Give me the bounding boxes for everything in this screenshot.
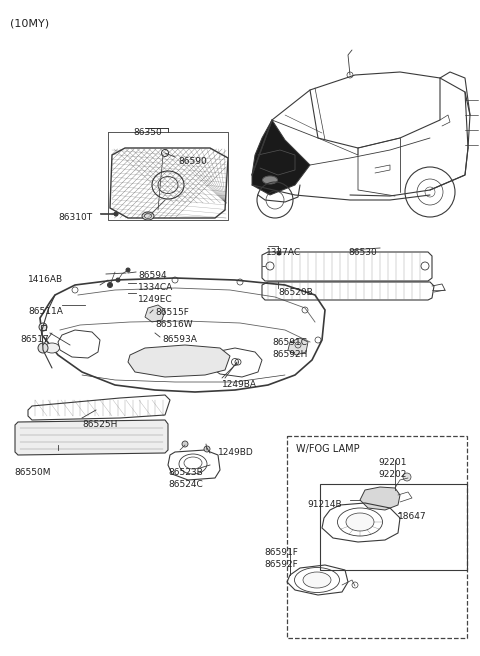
Text: W/FOG LAMP: W/FOG LAMP	[296, 444, 360, 454]
Text: 92201: 92201	[378, 458, 407, 467]
Text: 86550M: 86550M	[14, 468, 50, 477]
Circle shape	[266, 262, 274, 270]
Polygon shape	[252, 120, 310, 195]
Polygon shape	[288, 338, 308, 355]
Text: 91214B: 91214B	[307, 500, 342, 509]
Text: 86591F: 86591F	[264, 548, 298, 557]
Circle shape	[403, 473, 411, 481]
Polygon shape	[128, 345, 230, 377]
Text: 86523B: 86523B	[168, 468, 203, 477]
Text: 86525H: 86525H	[82, 420, 118, 429]
Text: 86511A: 86511A	[28, 307, 63, 316]
Circle shape	[277, 251, 281, 255]
Text: 1249BA: 1249BA	[222, 380, 257, 389]
Text: 86310T: 86310T	[58, 213, 92, 222]
Circle shape	[116, 278, 120, 282]
Circle shape	[114, 212, 118, 216]
Text: (10MY): (10MY)	[10, 18, 49, 28]
Text: 86516W: 86516W	[155, 320, 192, 329]
Ellipse shape	[142, 212, 154, 220]
Text: 86594: 86594	[138, 271, 167, 280]
Polygon shape	[360, 487, 400, 510]
Bar	[287, 436, 467, 638]
Ellipse shape	[45, 343, 60, 353]
Bar	[320, 484, 467, 570]
Polygon shape	[15, 420, 168, 455]
Text: 18647: 18647	[398, 512, 427, 521]
Text: 1416AB: 1416AB	[28, 275, 63, 284]
Ellipse shape	[303, 572, 331, 588]
Circle shape	[126, 268, 130, 272]
Text: 92202: 92202	[378, 470, 407, 479]
Text: 86530: 86530	[348, 248, 377, 257]
Circle shape	[38, 343, 48, 353]
Circle shape	[108, 283, 112, 287]
Circle shape	[39, 323, 47, 331]
Ellipse shape	[346, 513, 374, 531]
Text: 86592H: 86592H	[272, 350, 307, 359]
Text: 1327AC: 1327AC	[266, 248, 301, 257]
Text: 86515F: 86515F	[155, 308, 189, 317]
Text: 86524C: 86524C	[168, 480, 203, 489]
Text: 86520B: 86520B	[278, 288, 313, 297]
Ellipse shape	[152, 171, 184, 199]
Circle shape	[204, 446, 210, 452]
Polygon shape	[145, 305, 165, 322]
Text: 86593A: 86593A	[162, 335, 197, 344]
Ellipse shape	[263, 176, 277, 184]
Text: 1249EC: 1249EC	[138, 295, 173, 304]
Text: 1249BD: 1249BD	[218, 448, 254, 457]
Bar	[41, 325, 46, 330]
Text: 86590: 86590	[178, 157, 207, 166]
Text: 86591C: 86591C	[272, 338, 307, 347]
Text: 1334CA: 1334CA	[138, 283, 173, 292]
Circle shape	[421, 262, 429, 270]
Circle shape	[182, 441, 188, 447]
Text: 86350: 86350	[133, 128, 162, 137]
Text: 86517: 86517	[20, 335, 49, 344]
Text: 86592F: 86592F	[264, 560, 298, 569]
